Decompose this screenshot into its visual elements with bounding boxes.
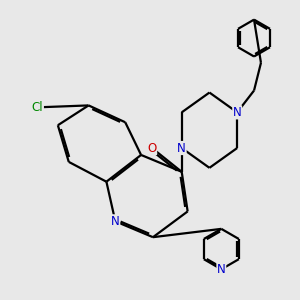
Text: N: N xyxy=(217,263,226,276)
Text: O: O xyxy=(147,142,157,154)
Text: Cl: Cl xyxy=(32,101,44,114)
Text: N: N xyxy=(233,106,242,119)
Text: N: N xyxy=(111,215,120,228)
Text: N: N xyxy=(177,142,186,154)
